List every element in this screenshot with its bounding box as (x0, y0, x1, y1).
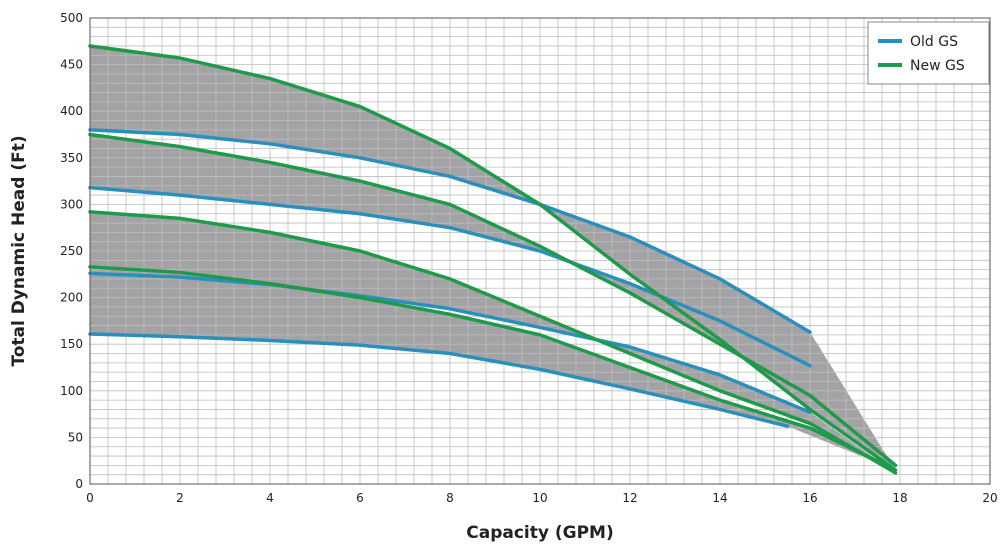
new-gs-curve-8 (88, 265, 898, 472)
y-axis-title: Total Dynamic Head (Ft) (9, 135, 29, 366)
legend-box (867, 21, 990, 85)
shaded-bands (90, 45, 896, 473)
new-gs-curve-7 (88, 210, 898, 475)
legend-label-old: Old GS (910, 34, 958, 50)
y-tick-label: 400 (60, 104, 83, 118)
legend: Old GS New GS (867, 21, 990, 85)
x-tick-label: 20 (982, 491, 997, 505)
x-tick-label: 10 (532, 491, 547, 505)
x-tick-label: 0 (86, 491, 94, 505)
y-tick-label: 50 (68, 430, 83, 444)
series-lines (88, 44, 898, 475)
x-tick-label: 18 (892, 491, 907, 505)
tick-labels: 0 2 4 6 8 10 12 14 16 18 2005010015020025030035040… (60, 11, 998, 505)
x-tick-label: 2 (176, 491, 184, 505)
shaded-band-1 (90, 45, 896, 471)
y-tick-label: 200 (60, 291, 83, 305)
x-tick-label: 6 (356, 491, 364, 505)
y-tick-label: 450 (60, 58, 83, 72)
x-tick-label: 8 (446, 491, 454, 505)
grid (90, 18, 990, 484)
old-gs-curve-2 (88, 185, 812, 368)
x-tick-label: 12 (622, 491, 637, 505)
new-gs-curve-5 (88, 44, 898, 472)
y-tick-label: 350 (60, 151, 83, 165)
x-tick-label: 14 (712, 491, 727, 505)
y-tick-label: 0 (75, 477, 83, 491)
old-gs-curve-4 (88, 332, 790, 428)
y-tick-label: 300 (60, 197, 83, 211)
new-gs-curve-6 (88, 132, 898, 468)
shaded-band-3 (90, 211, 896, 473)
x-tick-label: 4 (266, 491, 274, 505)
shaded-band-2 (90, 134, 896, 466)
axes (89, 17, 991, 485)
y-tick-label: 500 (60, 11, 83, 25)
old-gs-curve-1 (88, 128, 812, 334)
old-gs-curve-3 (88, 271, 812, 414)
shaded-band-4 (90, 266, 896, 471)
legend-label-new: New GS (910, 58, 965, 74)
y-tick-label: 150 (60, 337, 83, 351)
y-tick-label: 250 (60, 244, 83, 258)
plot-frame (89, 17, 991, 485)
y-tick-label: 100 (60, 384, 83, 398)
x-tick-label: 16 (802, 491, 817, 505)
x-axis-title: Capacity (GPM) (466, 523, 614, 543)
